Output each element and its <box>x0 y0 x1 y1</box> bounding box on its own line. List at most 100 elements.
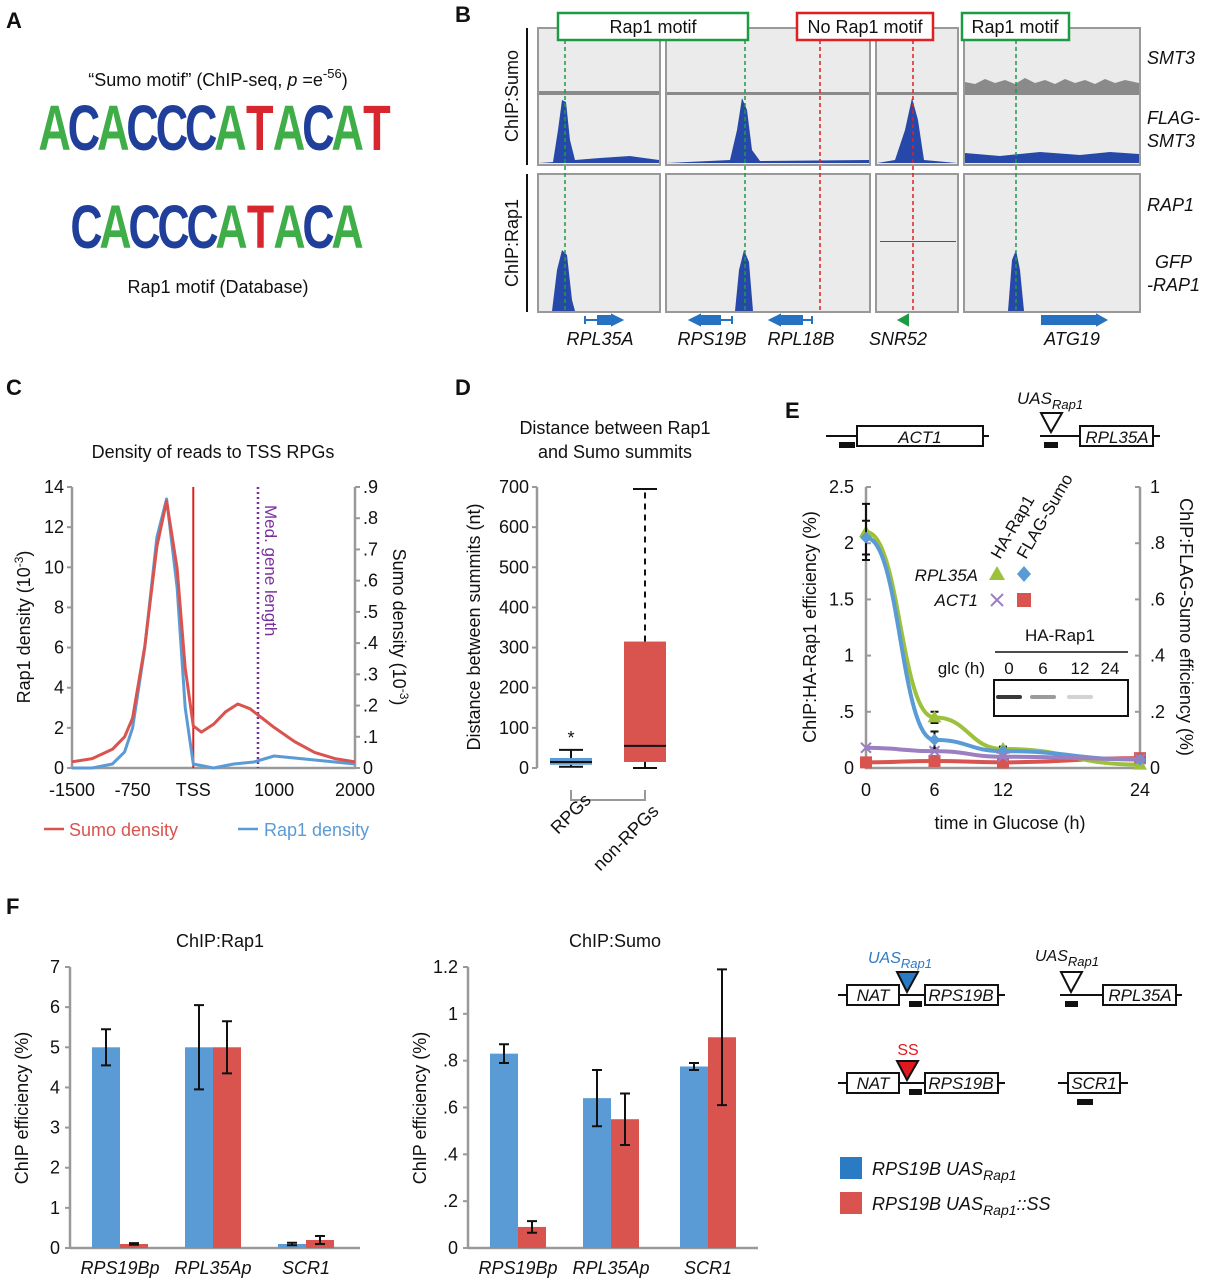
motif-letter: A <box>38 92 71 164</box>
y2-tick-label: .8 <box>1150 533 1165 553</box>
error-bar <box>101 1028 111 1067</box>
chart-d-title-2: and Sumo summits <box>538 442 692 462</box>
motif-letter: C <box>302 92 335 164</box>
y-tick-label: .5 <box>839 702 854 722</box>
group-label-rap1: ChIP:Rap1 <box>502 199 522 287</box>
y2-tick-label: .9 <box>363 477 378 497</box>
uas-rap1-label: UASRap1 <box>1035 948 1099 969</box>
error-bar <box>527 1220 537 1234</box>
track-labels: SMT3 FLAG- SMT3 RAP1 GFP -RAP1 <box>1147 48 1200 295</box>
lane-label: 6 <box>1038 659 1047 678</box>
svg-text:RPL35A: RPL35A <box>566 329 633 349</box>
svg-text:SMT3: SMT3 <box>1147 131 1195 151</box>
y-tick-label: 1 <box>448 1004 458 1024</box>
motif-letter: C <box>70 193 102 262</box>
svg-text:RPS19B: RPS19B <box>928 1074 993 1093</box>
y2-tick-label: 0 <box>363 758 373 778</box>
motif-letter: C <box>302 193 334 262</box>
error-bar <box>222 1020 232 1075</box>
y-tick-label: 2.5 <box>829 477 854 497</box>
motif-letter: T <box>247 193 274 262</box>
motif-letter: A <box>97 92 130 164</box>
svg-text:SCR1: SCR1 <box>1071 1074 1116 1093</box>
error-bar <box>620 1092 630 1146</box>
y-tick-label: 400 <box>499 597 529 617</box>
error-bar <box>129 1242 139 1246</box>
motif-letter: C <box>156 92 189 164</box>
genome-browser-tracks: Rap1 motif No Rap1 motif Rap1 motif ChIP… <box>502 11 1200 349</box>
median-gene-length-annotation: Med. gene length <box>261 505 280 636</box>
legend-square-marker <box>1017 593 1031 607</box>
y-tick-label: .2 <box>443 1191 458 1211</box>
motif-letter: C <box>128 193 160 262</box>
y-tick-label: 0 <box>54 758 64 778</box>
smt3-signal <box>539 78 1139 95</box>
series-rpl35a-ha-rap1 <box>865 529 1141 767</box>
gene-labels: RPL35A RPS19B RPL18B SNR52 ATG19 <box>566 329 1099 349</box>
y-tick-label: .6 <box>443 1098 458 1118</box>
y-tick-label: 300 <box>499 638 529 658</box>
panel-label-b: B <box>455 2 471 27</box>
motif-letter: A <box>214 92 247 164</box>
panel-label-f: F <box>6 894 19 919</box>
motif-letter: A <box>273 193 305 262</box>
y2-tick-label: 0 <box>1150 758 1160 778</box>
category-label: RPS19Bp <box>80 1258 159 1278</box>
motif-letter: A <box>215 193 247 262</box>
x-tick-label: 6 <box>929 780 939 800</box>
svg-text:FLAG-: FLAG- <box>1147 108 1200 128</box>
chart-e-xlabel: time in Glucose (h) <box>934 813 1085 833</box>
marker-act1-flag-sumo <box>860 756 872 769</box>
svg-text:GFP: GFP <box>1155 252 1192 272</box>
motif-letter: T <box>363 92 391 164</box>
svg-text:ATG19: ATG19 <box>1043 329 1100 349</box>
y-tick-label: 14 <box>44 477 64 497</box>
svg-text:SNR52: SNR52 <box>869 329 927 349</box>
x-tick-label: 2000 <box>335 780 375 800</box>
panel-label-a: A <box>6 8 22 33</box>
box-non-rpgs <box>624 641 666 762</box>
uas-rap1-blue-label: UASRap1 <box>868 950 932 971</box>
y2-tick-label: .4 <box>363 633 378 653</box>
chart-f1-title: ChIP:Rap1 <box>176 931 264 951</box>
x-tick-label: 1000 <box>254 780 294 800</box>
motif-label: No Rap1 motif <box>807 17 923 37</box>
ss-label: SS <box>897 1042 918 1059</box>
panel-label-c: C <box>6 375 22 400</box>
y-tick-label: 100 <box>499 718 529 738</box>
construct-diagrams <box>838 971 1182 1105</box>
y-tick-label: 0 <box>844 758 854 778</box>
svg-text:RPL18B: RPL18B <box>767 329 834 349</box>
bar <box>213 1047 241 1248</box>
bar <box>490 1053 518 1248</box>
error-bar <box>194 1004 204 1091</box>
construct-labels: NAT RPS19B RPL35A NAT RPS19B SCR1 <box>857 986 1172 1093</box>
significance-asterisk: * <box>567 728 574 748</box>
y-tick-label: 0 <box>519 758 529 778</box>
y-tick-label: 2 <box>844 533 854 553</box>
category-label: SCR1 <box>282 1258 330 1278</box>
series-rap1-density <box>72 497 356 770</box>
y-tick-label: 5 <box>50 1037 60 1057</box>
motif-letter: T <box>246 92 274 164</box>
chart-c: 0 2 4 6 8 10 12 14 0 .1 .2 .3 .4 .5 .6 .7 .8 .9 -1500 -750 T… <box>44 477 378 800</box>
x-tick-label: -750 <box>115 780 151 800</box>
chart-e: 0 .5 1 1.5 2 2.5 0 .2 .4 .6 .8 1 0 6 12 24 <box>829 477 1165 800</box>
gene-act1: ACT1 <box>897 428 941 447</box>
x-tick-label: TSS <box>176 780 211 800</box>
uas-rap1-label: UASRap1 <box>1017 389 1083 412</box>
y-tick-label: 700 <box>499 477 529 497</box>
y2-tick-label: .1 <box>363 727 378 747</box>
marker-rpl35a-flag-sumo <box>860 531 872 544</box>
y2-tick-label: .2 <box>1150 702 1165 722</box>
motif-label: Rap1 motif <box>971 17 1059 37</box>
error-bar <box>717 968 727 1107</box>
motif-letter: C <box>68 92 101 164</box>
y2-tick-label: .8 <box>363 508 378 528</box>
error-bar <box>315 1234 325 1245</box>
chart-f2-title: ChIP:Sumo <box>569 931 661 951</box>
y-tick-label: .4 <box>443 1144 458 1164</box>
track-box <box>963 27 1141 166</box>
y-tick-label: 500 <box>499 557 529 577</box>
y2-tick-label: .4 <box>1150 646 1165 666</box>
